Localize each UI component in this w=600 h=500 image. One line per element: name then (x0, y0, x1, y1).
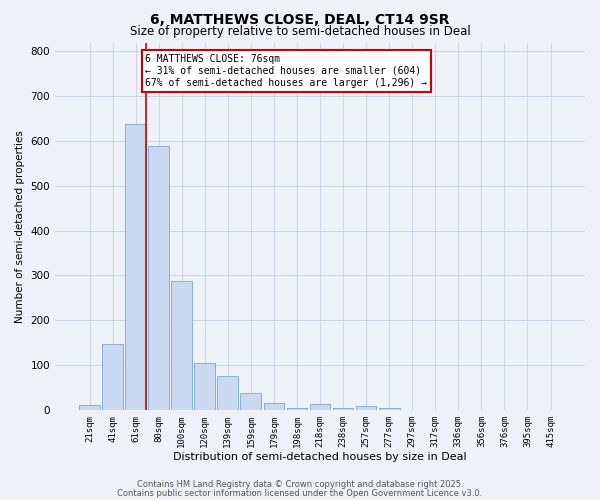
Bar (310, 404, 331, 410)
Bar (356, 406, 376, 410)
Bar (148, 146, 169, 410)
Bar (241, 394, 261, 410)
Text: 6 MATTHEWS CLOSE: 76sqm
← 31% of semi-detached houses are smaller (604)
67% of s: 6 MATTHEWS CLOSE: 76sqm ← 31% of semi-de… (145, 54, 427, 88)
Bar (194, 363, 215, 410)
Bar (379, 408, 400, 410)
Bar (102, 344, 123, 410)
Bar (263, 403, 284, 410)
Text: 6, MATTHEWS CLOSE, DEAL, CT14 9SR: 6, MATTHEWS CLOSE, DEAL, CT14 9SR (150, 12, 450, 26)
Bar (172, 281, 192, 410)
Text: Contains public sector information licensed under the Open Government Licence v3: Contains public sector information licen… (118, 488, 482, 498)
Bar (217, 376, 238, 410)
X-axis label: Distribution of semi-detached houses by size in Deal: Distribution of semi-detached houses by … (173, 452, 467, 462)
Text: Size of property relative to semi-detached houses in Deal: Size of property relative to semi-detach… (130, 25, 470, 38)
Bar (332, 408, 353, 410)
Bar (287, 408, 307, 410)
Bar (79, 406, 100, 410)
Bar (125, 124, 146, 410)
Text: Contains HM Land Registry data © Crown copyright and database right 2025.: Contains HM Land Registry data © Crown c… (137, 480, 463, 489)
Y-axis label: Number of semi-detached properties: Number of semi-detached properties (15, 130, 25, 322)
